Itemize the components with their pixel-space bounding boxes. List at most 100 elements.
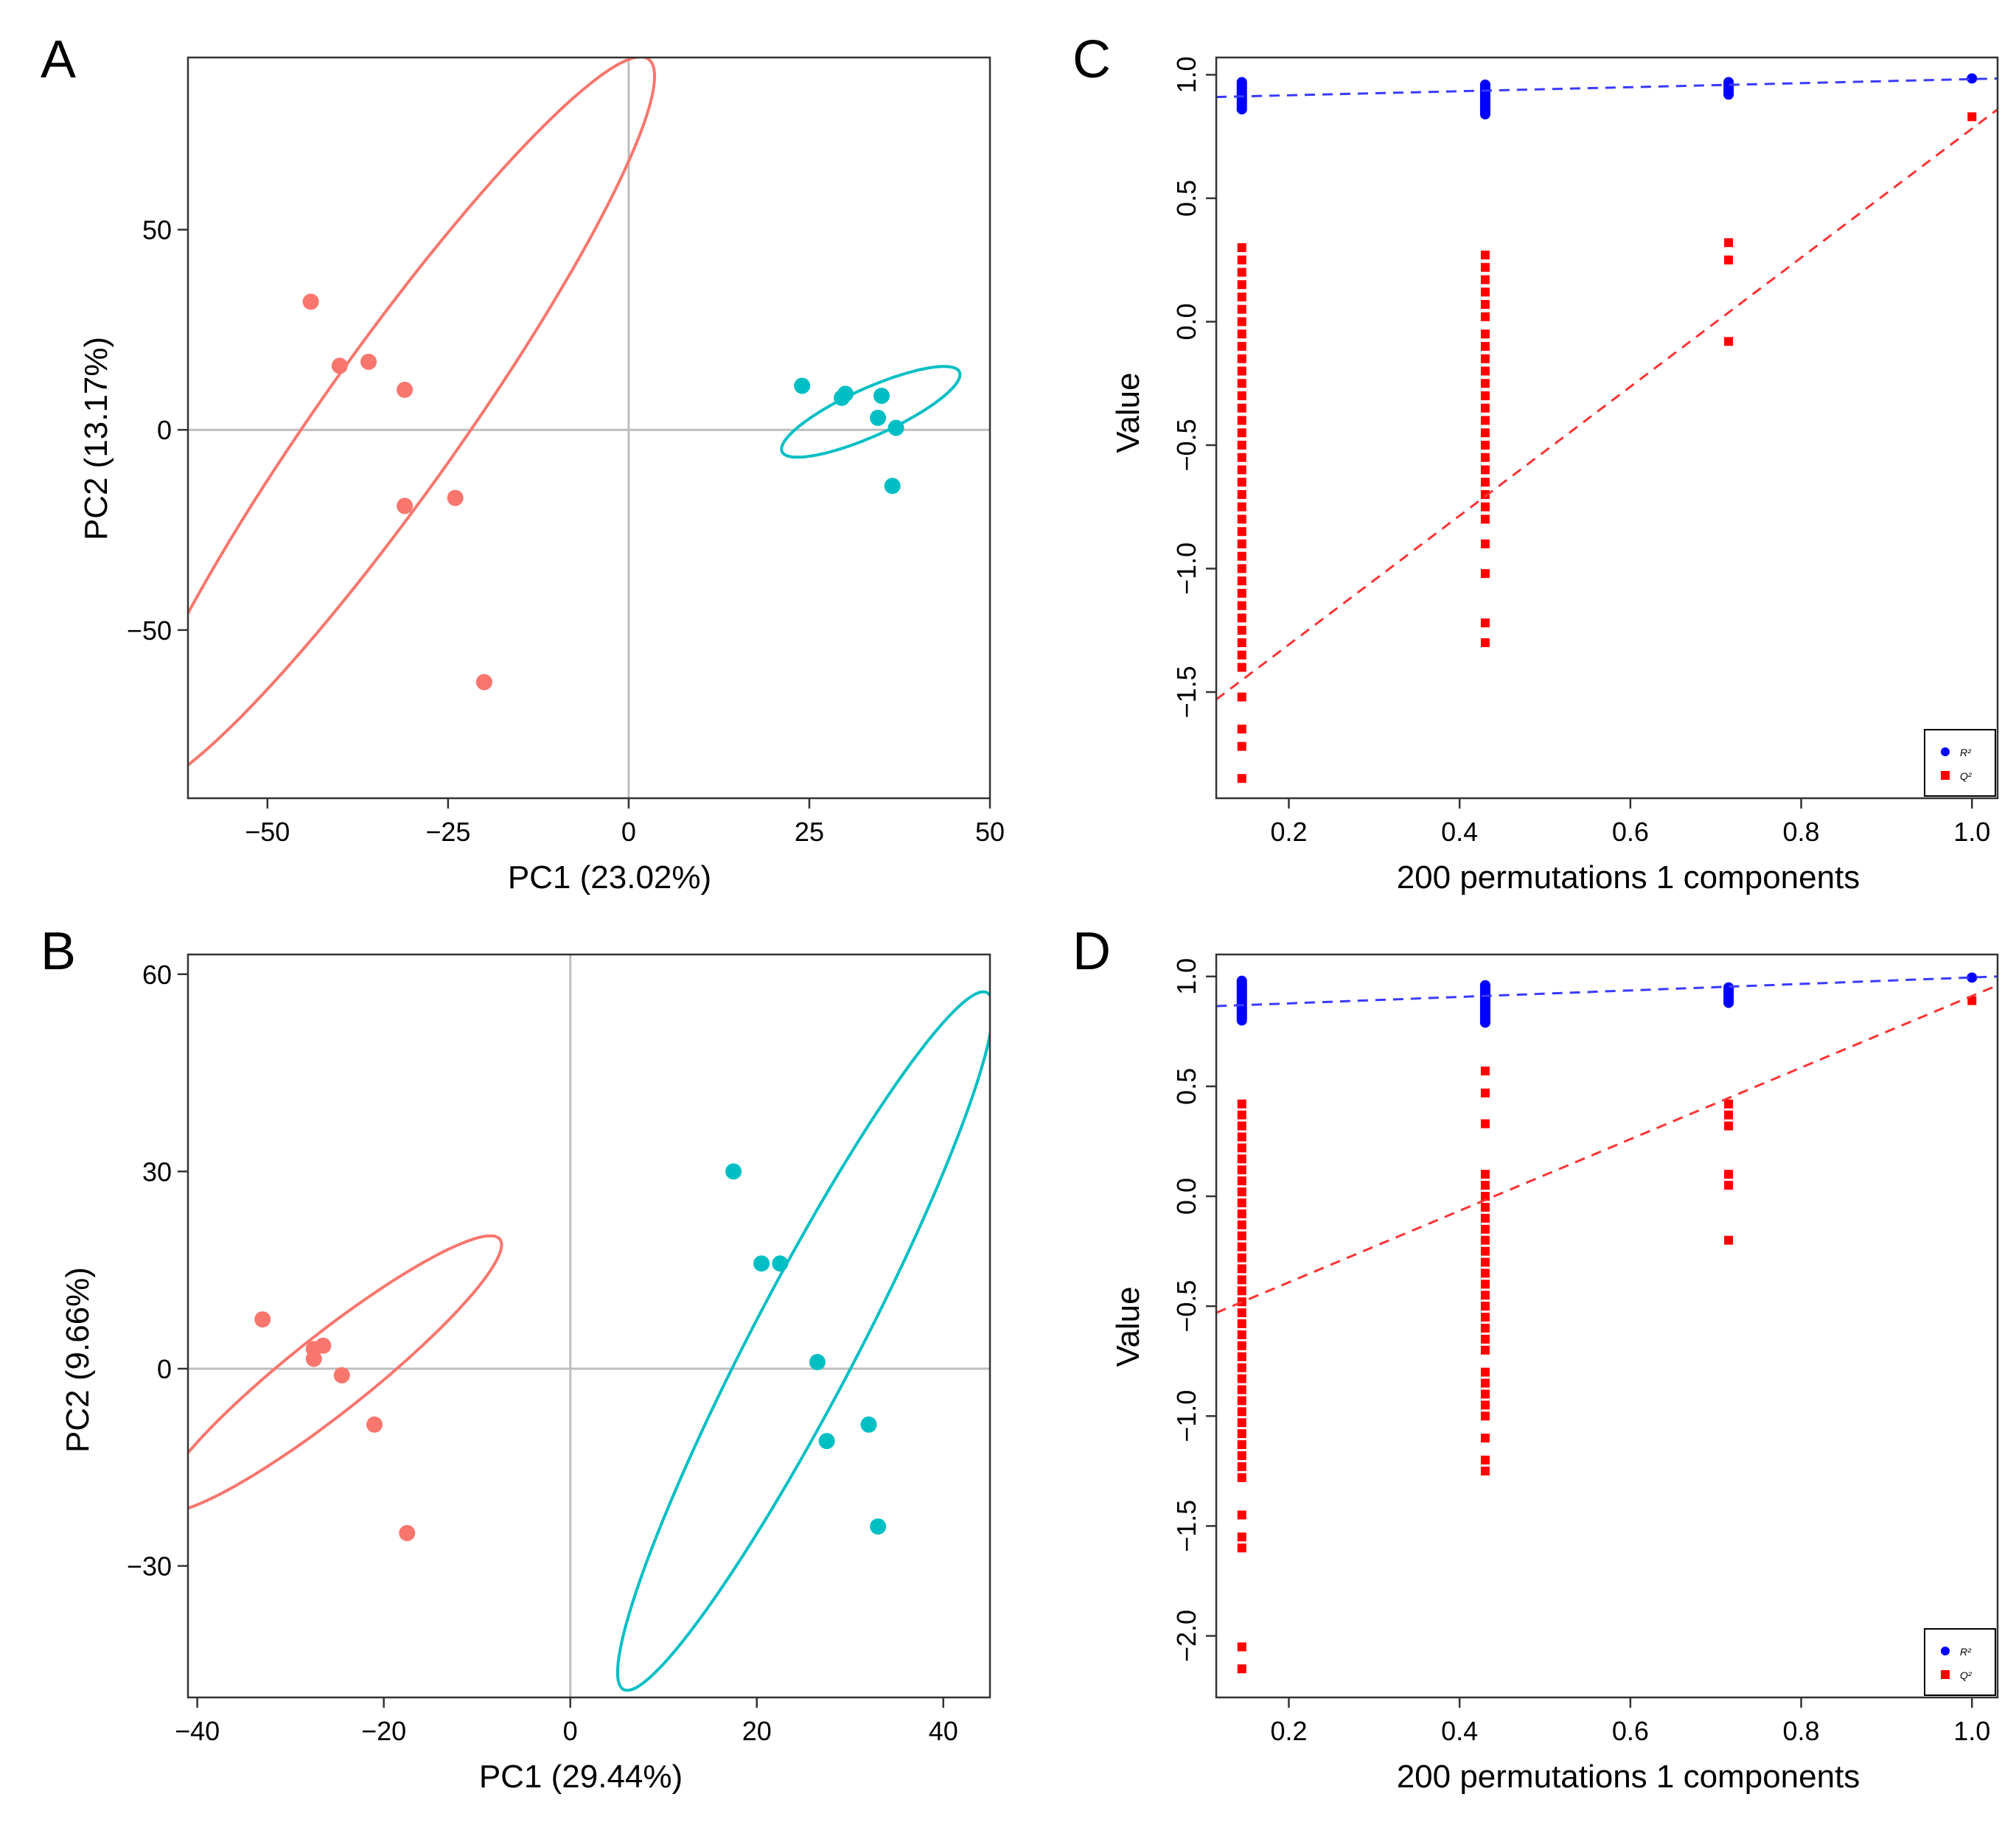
q2-point	[1480, 1067, 1490, 1076]
q2-point	[1237, 391, 1246, 400]
plot-area	[188, 57, 990, 798]
pca-score-plot-b: PC1 (29.44%) PC2 (9.66%) −40 −20 0 20 40 60 30…	[60, 953, 991, 1795]
sample-point	[366, 1416, 383, 1433]
legend-box	[1924, 729, 1996, 797]
q2-point	[1237, 478, 1246, 487]
q2-point	[1480, 453, 1490, 462]
x-tick-label: −20	[361, 1716, 406, 1746]
r2-point-stack	[1723, 982, 1734, 1008]
pca-score-plot-a: PC1 (23.02%) PC2 (13.17%) −50 −25 0 25 50 50 0…	[78, 56, 1005, 896]
confidence-ellipse	[780, 365, 962, 459]
q2-point	[1237, 280, 1246, 290]
q2-point	[1724, 337, 1734, 346]
q2-point	[1237, 329, 1246, 339]
r2-point-stack	[1479, 980, 1490, 1028]
sample-point	[254, 1311, 271, 1328]
panel-letters: A B C D	[41, 30, 1111, 981]
q2-point	[1480, 428, 1490, 438]
q2-point	[1724, 238, 1734, 248]
legend-marker-q2	[1941, 771, 1950, 780]
q2-point	[1724, 1235, 1734, 1245]
q2-point	[1237, 527, 1246, 537]
y-tick-label: 0	[157, 1354, 172, 1384]
r2-regression-line	[1216, 77, 1998, 99]
sample-point	[302, 293, 319, 310]
q2-point	[1480, 1235, 1490, 1245]
y-tick-label: 50	[142, 215, 172, 245]
q2-point	[1967, 112, 1977, 122]
panel-letter-a: A	[41, 30, 76, 89]
sample-point	[794, 377, 811, 394]
sample-point	[399, 1524, 416, 1541]
q2-point	[1237, 1319, 1246, 1329]
r2-regression-line	[1216, 975, 1998, 1008]
q2-point	[1480, 465, 1490, 475]
q2-point	[1480, 1170, 1490, 1179]
x-tick-label: 0.6	[1612, 817, 1649, 847]
q2-point	[1724, 1170, 1734, 1179]
legend-marker-r2	[1941, 747, 1950, 756]
x-tick-label: 50	[975, 817, 1005, 847]
sample-point	[860, 1416, 877, 1433]
q2-point	[1237, 341, 1246, 351]
sample-point	[397, 381, 414, 398]
confidence-ellipse	[188, 57, 657, 767]
q2-point	[1237, 489, 1246, 499]
q2-point	[1237, 1330, 1246, 1339]
q2-point	[1237, 1308, 1246, 1318]
q2-point	[1480, 1302, 1490, 1311]
q2-point	[1480, 262, 1490, 272]
x-tick-label: 0.6	[1612, 1716, 1649, 1746]
q2-point	[1237, 255, 1246, 265]
q2-point	[1480, 1088, 1490, 1097]
q2-point	[1480, 1181, 1490, 1190]
y-axis-title: Value	[1110, 372, 1146, 453]
plot-area	[1216, 972, 1998, 1674]
q2-point	[1480, 1280, 1490, 1289]
q2-point	[1480, 1224, 1490, 1234]
x-axis-title: 200 permutations 1 components	[1397, 859, 1860, 896]
x-tick-label: −50	[245, 817, 290, 847]
q2-point	[1480, 251, 1490, 259]
q2-point	[1237, 1176, 1246, 1186]
panel-letter-d: D	[1072, 922, 1111, 981]
y-tick-label: 1.0	[1171, 958, 1201, 995]
q2-point	[1237, 1143, 1246, 1153]
r2-point	[1967, 73, 1978, 84]
y-tick-label: −30	[127, 1552, 172, 1582]
r2-point-stack	[1236, 975, 1247, 1026]
q2-point	[1480, 1202, 1490, 1212]
q2-point	[1480, 300, 1490, 309]
y-tick-label: −1.5	[1171, 1500, 1201, 1552]
legend: R² Q²	[1924, 1628, 1996, 1696]
q2-point	[1967, 996, 1977, 1005]
q2-point	[1237, 1165, 1246, 1175]
q2-point	[1480, 1378, 1490, 1388]
q2-point	[1237, 564, 1246, 573]
q2-point	[1237, 741, 1246, 751]
q2-point	[1724, 1121, 1734, 1131]
q2-point	[1480, 312, 1490, 321]
q2-point	[1480, 1334, 1490, 1344]
q2-point	[1480, 403, 1490, 413]
q2-point	[1237, 1209, 1246, 1218]
legend-marker-q2	[1941, 1670, 1950, 1679]
permutation-test-plot-c: 200 permutations 1 components Value R² Q²…	[1110, 56, 1999, 896]
q2-point	[1237, 465, 1246, 475]
r2-point-stack	[1479, 79, 1490, 120]
q2-point	[1237, 317, 1246, 327]
q2-point	[1480, 440, 1490, 450]
q2-point	[1480, 489, 1490, 499]
q2-point	[1480, 416, 1490, 425]
y-tick-label: 30	[142, 1156, 172, 1187]
panel-letter-b: B	[41, 922, 76, 981]
q2-point	[1237, 1253, 1246, 1263]
plot-frame	[186, 953, 991, 1699]
q2-point	[1480, 514, 1490, 524]
q2-point	[1237, 1341, 1246, 1350]
q2-point	[1237, 1121, 1246, 1131]
x-axis-title: 200 permutations 1 components	[1397, 1759, 1860, 1795]
x-axis-title: PC1 (23.02%)	[508, 859, 711, 896]
q2-point	[1480, 1389, 1490, 1399]
legend-label: R²	[1960, 1646, 1972, 1658]
